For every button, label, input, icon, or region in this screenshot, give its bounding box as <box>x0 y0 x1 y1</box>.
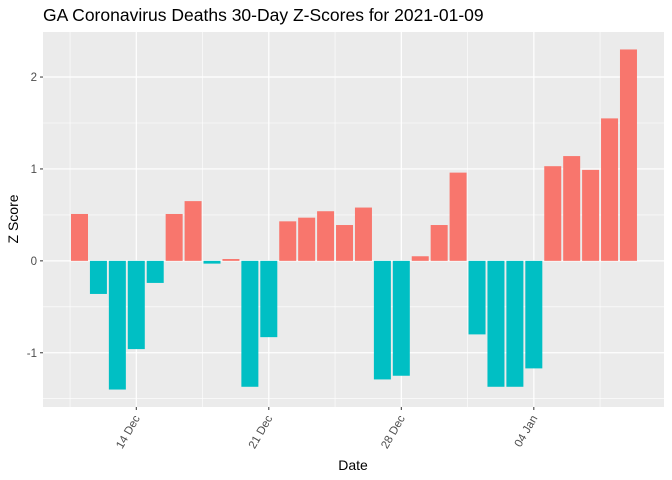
bar <box>241 260 259 387</box>
y-axis: -1 0 1 2 <box>27 72 43 360</box>
x-axis-title: Date <box>338 457 368 473</box>
bar <box>222 259 240 261</box>
bar <box>317 211 335 261</box>
bar <box>487 260 505 387</box>
bar <box>449 172 467 261</box>
bar <box>619 49 637 261</box>
bar <box>89 260 107 294</box>
y-tick-label: 0 <box>31 256 37 268</box>
bar <box>279 221 297 261</box>
bar <box>260 260 278 338</box>
bar <box>601 118 619 261</box>
x-tick-label: 28 Dec <box>379 413 408 451</box>
bar <box>71 213 88 261</box>
bar <box>506 260 524 387</box>
bar <box>354 207 372 261</box>
bar <box>298 217 316 261</box>
x-axis: 14 Dec 21 Dec 28 Dec 04 Jan <box>114 407 540 451</box>
bar <box>430 225 448 261</box>
minor-gridlines <box>43 32 664 407</box>
bar <box>146 260 164 283</box>
bar <box>203 260 221 264</box>
y-axis-title: Z Score <box>5 194 21 243</box>
bar <box>127 260 145 350</box>
bar <box>184 201 202 261</box>
bar <box>563 156 581 261</box>
bar <box>392 260 410 376</box>
x-tick-label: 04 Jan <box>513 414 541 450</box>
y-tick-label: 1 <box>31 164 37 176</box>
bar <box>411 256 429 261</box>
y-tick-label: 2 <box>31 72 37 84</box>
bar <box>544 166 562 261</box>
bar <box>165 213 183 261</box>
bars <box>71 49 637 390</box>
bar <box>468 260 486 335</box>
x-tick-label: 21 Dec <box>247 413 276 451</box>
bar <box>336 225 354 261</box>
bar <box>582 169 600 261</box>
x-tick-label: 14 Dec <box>114 413 143 451</box>
y-tick-label: -1 <box>27 348 37 360</box>
bar <box>525 260 543 369</box>
chart-title: GA Coronavirus Deaths 30-Day Z-Scores fo… <box>43 5 484 25</box>
bar <box>108 260 126 390</box>
bar <box>373 260 391 380</box>
